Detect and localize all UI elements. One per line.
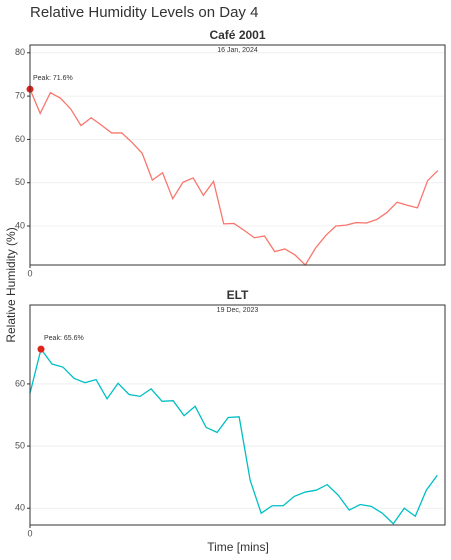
peak-marker	[37, 345, 45, 353]
y-tick-label: 60	[15, 378, 25, 388]
panel-border	[29, 44, 446, 266]
y-tick-label: 60	[15, 134, 25, 144]
line	[29, 347, 438, 525]
chart-title: Relative Humidity Levels on Day 4	[30, 4, 258, 21]
y-tick-label: 70	[15, 90, 25, 100]
line	[29, 88, 439, 267]
y-tick-label: 80	[15, 47, 25, 57]
y-axis-label: Relative Humidity (%)	[4, 227, 18, 342]
y-tick-label: 40	[15, 220, 25, 230]
panel-title: ELT	[227, 288, 249, 302]
panel-title: Café 2001	[209, 28, 265, 42]
y-tick-label: 50	[15, 177, 25, 187]
x-tick-label: 0	[27, 528, 32, 538]
peak-annotation: Peak: 71.6%	[33, 75, 73, 82]
panel-subtitle: 16 Jan, 2024	[217, 47, 258, 54]
x-tick-label: 0	[27, 268, 32, 278]
panel-border	[29, 304, 446, 526]
y-tick-label: 40	[15, 503, 25, 513]
x-axis-label: Time [mins]	[207, 540, 269, 554]
y-tick-label: 50	[15, 440, 25, 450]
panel-subtitle: 19 Dec, 2023	[217, 307, 259, 314]
peak-annotation: Peak: 65.6%	[44, 335, 84, 342]
